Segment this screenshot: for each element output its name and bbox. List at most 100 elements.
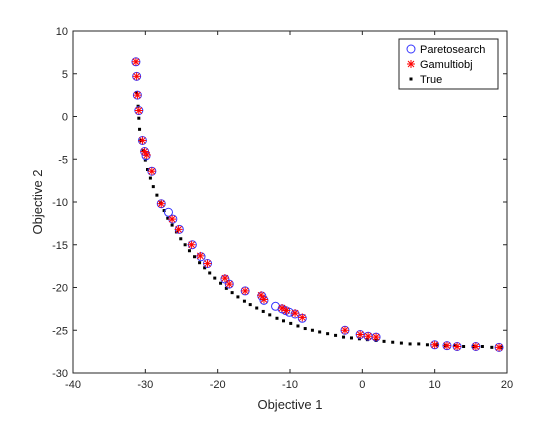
legend-point-marker bbox=[409, 77, 413, 81]
gamultiobj-point bbox=[442, 341, 451, 350]
gamultiobj-point bbox=[298, 313, 307, 322]
true-point bbox=[408, 342, 412, 346]
y-tick-label: 10 bbox=[56, 26, 68, 38]
true-point bbox=[213, 276, 217, 280]
legend-entry-true: True bbox=[409, 74, 442, 86]
gamultiobj-point bbox=[168, 215, 177, 224]
true-point bbox=[275, 316, 279, 320]
gamultiobj-point bbox=[453, 342, 462, 351]
true-point bbox=[268, 313, 272, 317]
gamultiobj-point bbox=[147, 167, 156, 176]
true-point bbox=[203, 266, 207, 270]
true-point bbox=[219, 281, 223, 285]
true-point bbox=[296, 324, 300, 328]
true-point bbox=[399, 341, 403, 345]
true-point bbox=[391, 340, 395, 344]
legend-entry-paretosearch: Paretosearch bbox=[406, 44, 485, 56]
true-point bbox=[255, 306, 259, 310]
x-axis-label: Objective 1 bbox=[257, 397, 322, 412]
gamultiobj-point bbox=[133, 91, 142, 100]
gamultiobj-point bbox=[430, 340, 439, 349]
true-point bbox=[261, 309, 265, 313]
true-point bbox=[148, 176, 152, 180]
true-point bbox=[162, 209, 166, 213]
true-point bbox=[365, 338, 369, 342]
true-point bbox=[230, 291, 234, 295]
true-point bbox=[382, 339, 386, 343]
y-tick-label: -5 bbox=[58, 154, 68, 166]
true-point bbox=[146, 168, 150, 172]
legend-label-true: True bbox=[420, 74, 442, 86]
gamultiobj-point bbox=[134, 106, 143, 115]
gamultiobj-point bbox=[495, 343, 504, 352]
gamultiobj-point bbox=[196, 251, 205, 260]
true-point bbox=[248, 303, 252, 307]
x-tick-label: -30 bbox=[137, 379, 153, 391]
legend-circle-marker bbox=[406, 44, 416, 54]
x-tick-label: -20 bbox=[210, 379, 226, 391]
true-point bbox=[224, 286, 228, 290]
gamultiobj-point bbox=[203, 259, 212, 268]
true-point bbox=[242, 299, 246, 303]
y-tick-label: -15 bbox=[52, 240, 68, 252]
y-axis-label: Objective 2 bbox=[30, 169, 45, 234]
paretosearch-point bbox=[271, 301, 281, 311]
true-point bbox=[349, 336, 353, 340]
legend[interactable]: Paretosearch Gamultiobj True bbox=[398, 38, 499, 90]
true-point bbox=[281, 319, 285, 323]
true-point bbox=[310, 328, 314, 332]
paretosearch-point bbox=[257, 291, 267, 301]
true-point bbox=[462, 344, 466, 348]
legend-entry-gamultiobj: Gamultiobj bbox=[407, 59, 473, 71]
gamultiobj-point bbox=[132, 72, 141, 81]
true-point bbox=[334, 333, 338, 337]
true-point bbox=[303, 327, 307, 331]
gamultiobj-point bbox=[291, 309, 300, 318]
true-point bbox=[236, 295, 240, 299]
y-tick-label: -20 bbox=[52, 283, 68, 295]
true-point bbox=[135, 91, 139, 95]
legend-label-gamultiobj: Gamultiobj bbox=[420, 59, 473, 71]
legend-label-paretosearch: Paretosearch bbox=[420, 44, 485, 56]
true-point bbox=[138, 127, 142, 131]
y-tick-label: 5 bbox=[62, 69, 68, 81]
gamultiobj-point bbox=[356, 330, 365, 339]
legend-asterisk-marker bbox=[407, 60, 415, 68]
gamultiobj-point bbox=[372, 333, 381, 342]
x-tick-label: 20 bbox=[501, 379, 513, 391]
true-point bbox=[193, 255, 197, 259]
true-point bbox=[179, 237, 183, 241]
series-gamultiobj bbox=[131, 57, 504, 352]
gamultiobj-point bbox=[131, 57, 140, 66]
x-tick-label: -10 bbox=[282, 379, 298, 391]
gamultiobj-point bbox=[241, 286, 250, 295]
gamultiobj-point bbox=[278, 304, 287, 313]
true-point bbox=[289, 321, 293, 325]
y-tick-label: -30 bbox=[52, 368, 68, 380]
true-point bbox=[318, 330, 322, 334]
gamultiobj-point bbox=[225, 280, 234, 289]
y-tick-label: -25 bbox=[52, 325, 68, 337]
paretosearch-point bbox=[196, 252, 206, 262]
gamultiobj-point bbox=[142, 150, 151, 159]
true-point bbox=[183, 243, 187, 247]
true-point bbox=[170, 223, 174, 227]
gamultiobj-point bbox=[471, 342, 480, 351]
x-axis-ticks: -40 -30 -20 -10 0 10 20 bbox=[65, 31, 513, 391]
true-point bbox=[425, 343, 429, 347]
true-point bbox=[490, 345, 494, 349]
y-tick-label: 0 bbox=[62, 112, 68, 124]
gamultiobj-point bbox=[340, 326, 349, 335]
true-point bbox=[342, 335, 346, 339]
paretosearch-point bbox=[163, 207, 173, 217]
x-tick-label: 0 bbox=[359, 379, 365, 391]
true-point bbox=[453, 344, 457, 348]
gamultiobj-point bbox=[174, 225, 183, 234]
gamultiobj-point bbox=[138, 136, 147, 145]
gamultiobj-point bbox=[187, 240, 196, 249]
true-point bbox=[417, 342, 421, 346]
true-point bbox=[198, 261, 202, 265]
true-point bbox=[166, 216, 170, 220]
